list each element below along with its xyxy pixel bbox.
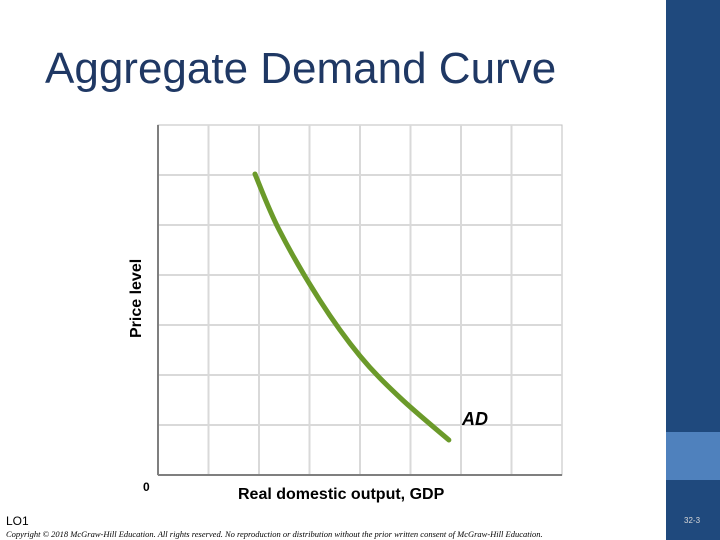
x-axis-label: Real domestic output, GDP <box>238 486 445 503</box>
origin-label: 0 <box>143 480 150 494</box>
sidebar-accent-middle <box>666 432 720 480</box>
y-axis-label: Price level <box>128 258 145 338</box>
sidebar-accent-bottom <box>666 480 720 540</box>
learning-objective-label: LO1 <box>6 514 29 528</box>
ad-curve <box>252 171 452 443</box>
copyright-notice: Copyright © 2018 McGraw-Hill Education. … <box>6 529 543 539</box>
slide-title: Aggregate Demand Curve <box>45 44 557 93</box>
sidebar-accent-top <box>666 0 720 432</box>
slide-number: 32-3 <box>684 516 701 525</box>
ad-curve-label: AD <box>462 409 488 429</box>
